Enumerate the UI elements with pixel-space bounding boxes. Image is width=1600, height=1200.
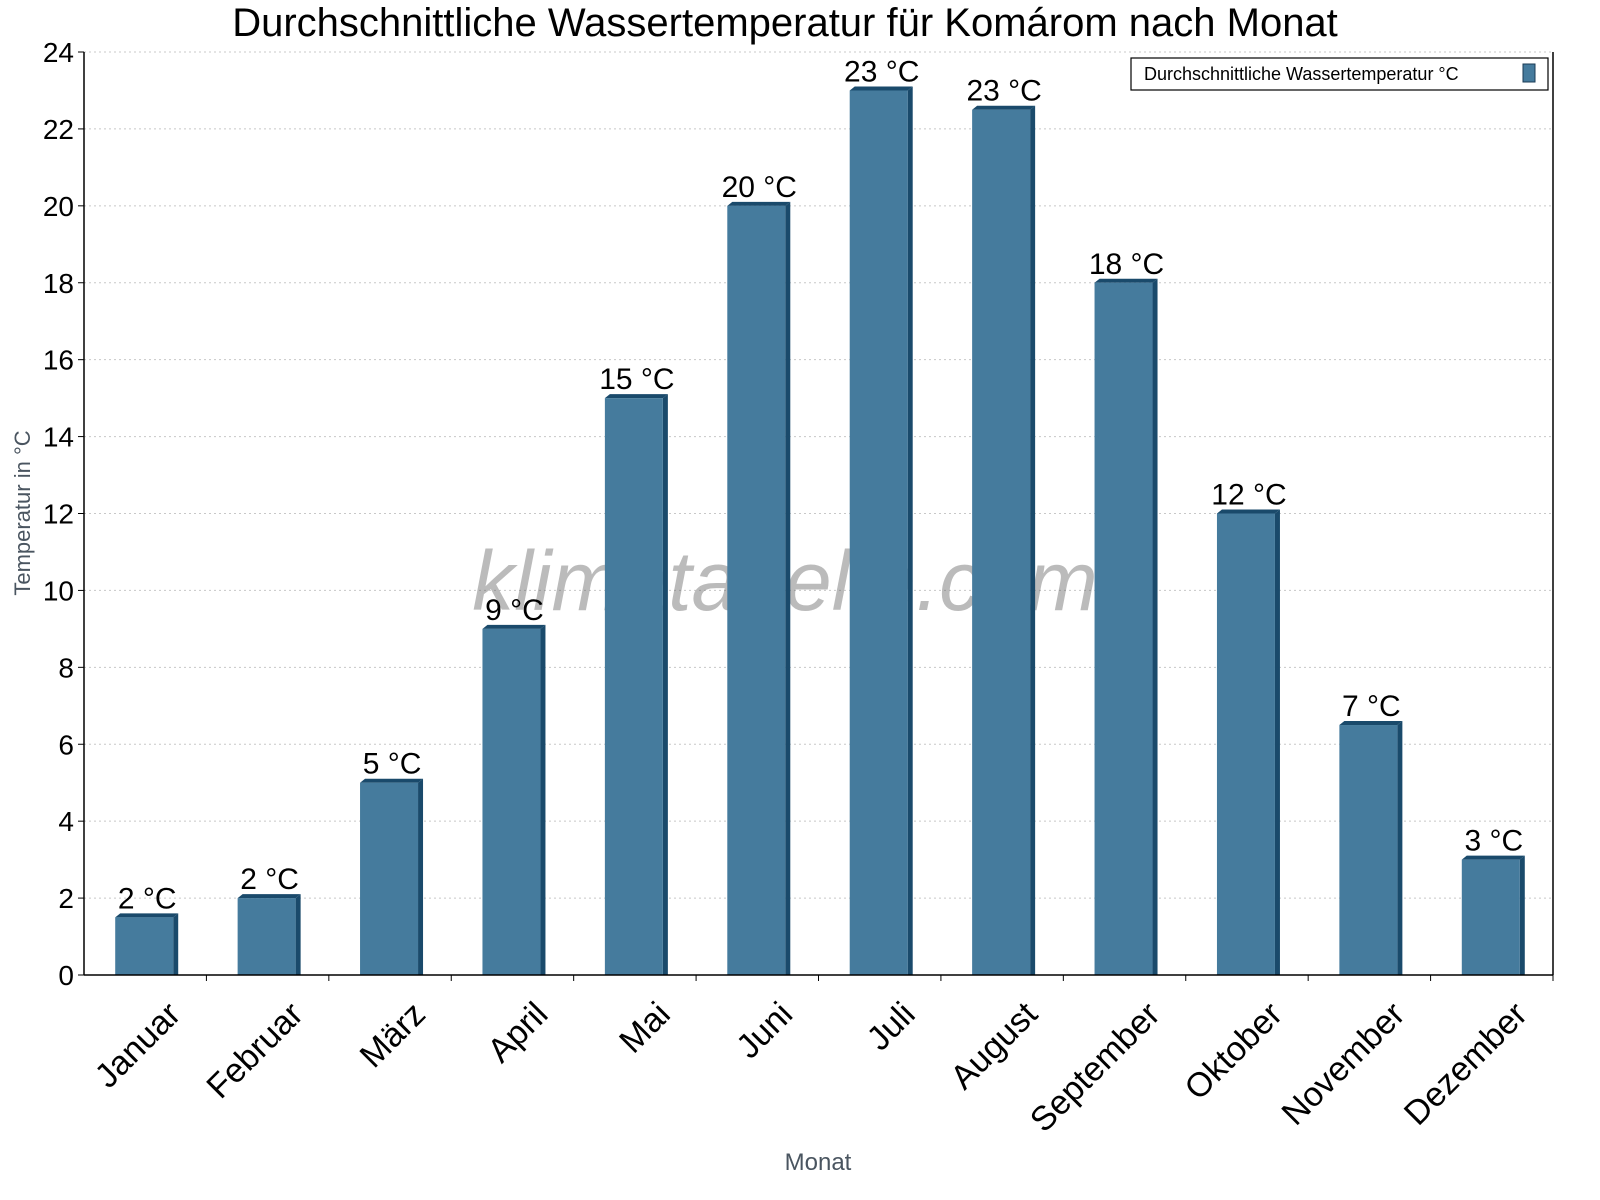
y-tick-label: 22 xyxy=(43,114,74,145)
data-label: 18 °C xyxy=(1089,248,1164,281)
bar xyxy=(360,782,419,975)
y-tick-label: 20 xyxy=(43,191,74,222)
bar-side xyxy=(295,894,301,975)
bar-side xyxy=(173,913,179,975)
bar-top xyxy=(237,894,301,899)
legend: Durchschnittliche Wassertemperatur °C xyxy=(1130,57,1549,91)
x-tick-label: Mai xyxy=(612,995,678,1061)
y-tick-label: 16 xyxy=(43,345,74,376)
bar-top xyxy=(1461,855,1525,860)
bar-top xyxy=(1216,509,1280,514)
bar-top xyxy=(482,624,546,629)
bar-side xyxy=(1274,509,1280,975)
bar xyxy=(1216,513,1275,975)
data-label: 3 °C xyxy=(1464,825,1523,858)
y-tick-label: 6 xyxy=(58,729,74,760)
bar xyxy=(482,628,541,975)
y-tick-label: 10 xyxy=(43,575,74,606)
bar-side xyxy=(1030,105,1036,975)
data-label: 5 °C xyxy=(363,748,422,781)
x-tick-label: Juni xyxy=(729,995,800,1066)
bar-top xyxy=(1339,721,1403,726)
x-tick-label: März xyxy=(353,995,433,1075)
bar-side xyxy=(907,86,913,976)
x-tick-label: Februar xyxy=(199,995,310,1106)
data-label: 20 °C xyxy=(722,171,797,204)
bar-side xyxy=(418,778,424,975)
bar-side xyxy=(662,394,668,975)
y-axis-label: Temperatur in °C xyxy=(10,430,35,595)
bar xyxy=(1094,282,1153,975)
bar xyxy=(1339,725,1398,975)
x-tick-label: April xyxy=(480,995,555,1070)
bars: 2 °C 2 °C 5 °C 9 °C 15 °C 20 °C 23 °C 23 °C 18 °… xyxy=(115,55,1525,976)
data-label: 15 °C xyxy=(599,363,674,396)
data-label: 23 °C xyxy=(966,75,1041,108)
data-label: 23 °C xyxy=(844,55,919,88)
x-axis-label: Monat xyxy=(785,1149,852,1176)
y-tick-label: 12 xyxy=(43,499,74,530)
legend-label: Durchschnittliche Wassertemperatur °C xyxy=(1144,64,1459,84)
bar xyxy=(1461,859,1520,975)
x-tick-label: Januar xyxy=(88,995,188,1095)
y-tick-label: 2 xyxy=(58,883,74,914)
bar xyxy=(237,898,296,975)
y-tick-label: 24 xyxy=(43,37,74,68)
x-tick-label: Juli xyxy=(860,995,923,1058)
bar-side xyxy=(1519,855,1525,975)
y-tick-label: 0 xyxy=(58,960,74,991)
bar-side xyxy=(1152,278,1158,975)
bar xyxy=(604,398,663,975)
bar-side xyxy=(785,201,791,976)
bar-top xyxy=(849,86,913,91)
data-label: 2 °C xyxy=(118,882,177,915)
bar xyxy=(849,90,908,976)
y-tick-label: 18 xyxy=(43,268,74,299)
bar-top xyxy=(1094,278,1158,283)
bar-top xyxy=(972,105,1036,110)
y-tick-label: 4 xyxy=(58,806,74,837)
data-label: 2 °C xyxy=(240,863,299,896)
data-label: 9 °C xyxy=(485,594,544,627)
chart-title: Durchschnittliche Wassertemperatur für K… xyxy=(232,1,1338,45)
legend-swatch xyxy=(1522,63,1536,83)
bar-top xyxy=(604,394,668,399)
bar-top xyxy=(727,201,791,206)
bar-top xyxy=(115,913,179,918)
bar xyxy=(115,917,174,975)
bar xyxy=(972,109,1031,975)
data-label: 12 °C xyxy=(1211,479,1286,512)
x-tick-label: November xyxy=(1274,995,1412,1133)
grid-lines xyxy=(84,51,1553,899)
data-label: 7 °C xyxy=(1342,690,1401,723)
x-tick-label: September xyxy=(1023,995,1167,1139)
x-tick-label: August xyxy=(943,995,1045,1097)
bar-top xyxy=(360,778,424,783)
y-tick-label: 14 xyxy=(43,422,74,453)
bar-side xyxy=(1397,721,1403,975)
x-tick-label: Oktober xyxy=(1177,995,1289,1107)
bar xyxy=(727,205,786,976)
bar-side xyxy=(540,624,546,975)
x-tick-label: Dezember xyxy=(1397,995,1535,1133)
y-tick-label: 8 xyxy=(58,652,74,683)
